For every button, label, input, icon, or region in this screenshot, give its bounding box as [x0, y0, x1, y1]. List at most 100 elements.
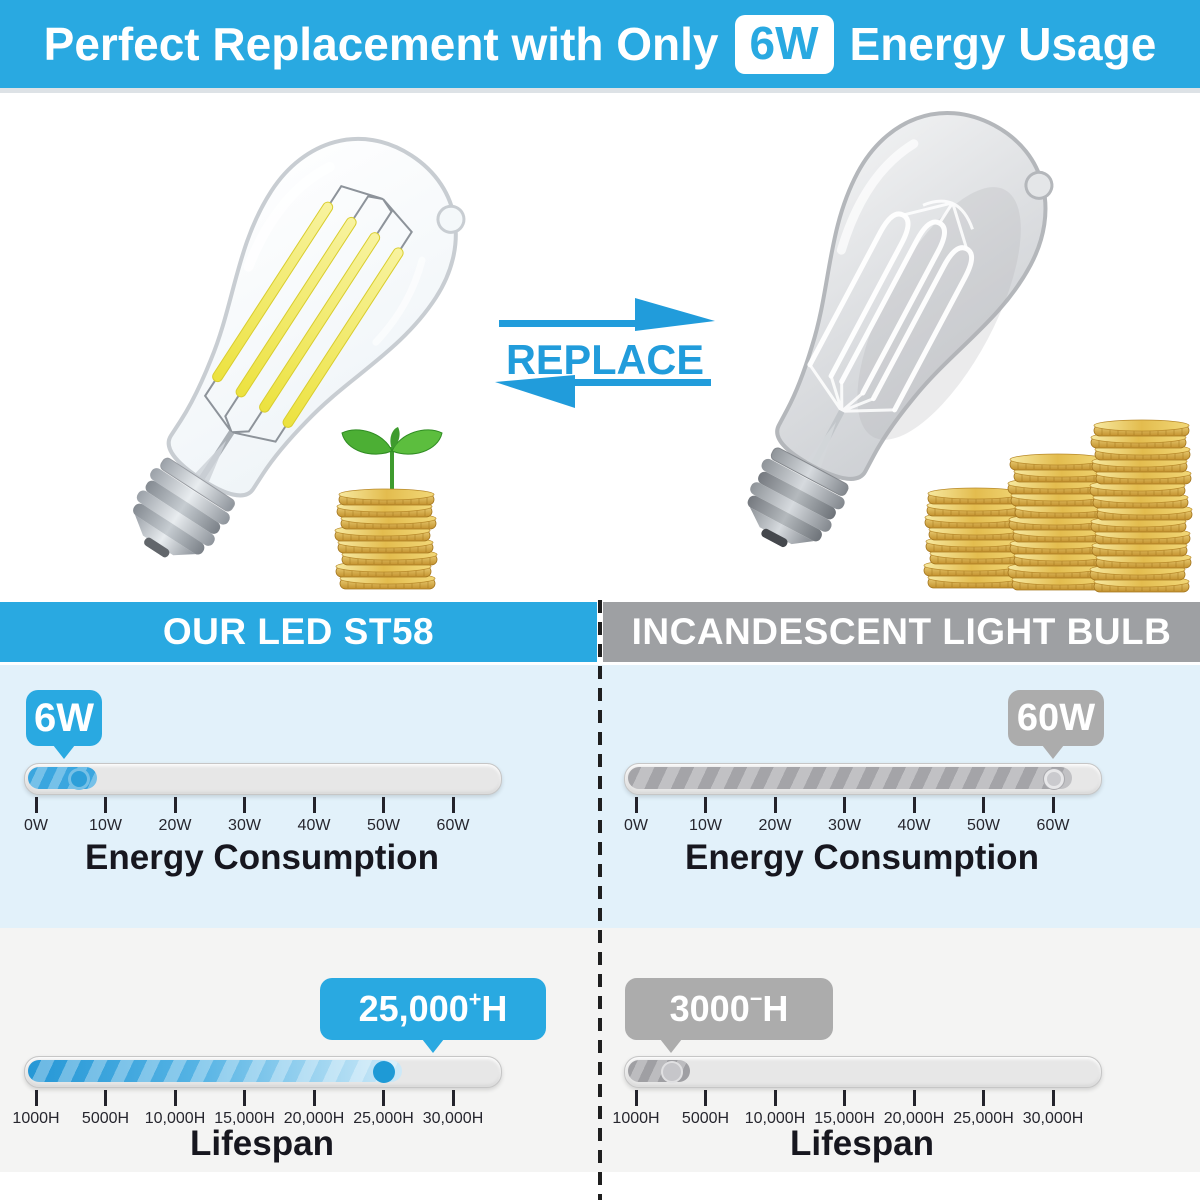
tick-label: 1000H [12, 1110, 60, 1127]
wattage-highlight-badge: 6W [734, 14, 834, 74]
tick-label: 10,000H [744, 1110, 806, 1127]
dashed-divider [598, 600, 602, 1200]
tick-label: 30,000H [422, 1110, 484, 1127]
header-underline [0, 88, 1200, 93]
tick-mark [773, 1090, 777, 1106]
tick-mark [382, 797, 385, 813]
incandescent-energy-axis-label: Energy Consumption [685, 838, 1039, 877]
tick-label: 15,000H [214, 1110, 275, 1127]
tick-mark [173, 1090, 177, 1106]
incandescent-lifespan-badge-value: 3000 [669, 988, 750, 1029]
three-coin-stacks [922, 402, 1194, 602]
coin-stack-tall [1089, 419, 1193, 593]
replace-label: REPLACE [506, 336, 704, 383]
tick-label: 60W [436, 817, 470, 834]
tick-label: 20W [158, 817, 192, 834]
badge-pointer [1042, 745, 1064, 759]
slider-knob [373, 1061, 396, 1083]
tick-label: 50W [367, 817, 400, 834]
incandescent-energy-scale: 0W 10W 20W 30W 40W 50W 60W [600, 797, 1200, 857]
led-energy-axis-label: Energy Consumption [85, 838, 439, 877]
tick-label: 20,000H [883, 1110, 945, 1127]
badge-pointer [422, 1039, 444, 1053]
tick-label: 60W [1036, 817, 1070, 834]
led-lifespan-slider [24, 1056, 502, 1088]
coin-stack [334, 488, 438, 590]
tick-label: 25,000H [353, 1110, 414, 1127]
tick-mark [173, 797, 177, 813]
tick-mark [451, 797, 455, 813]
tick-label: 5000H [681, 1110, 730, 1127]
led-lifespan-badge-value: 25,000 [358, 988, 469, 1029]
incandescent-column: INCANDESCENT LIGHT BULB 60W 0W 10W 20W 30W 4… [600, 600, 1200, 1200]
tick-mark [104, 1090, 107, 1106]
header-banner: Perfect Replacement with Only 6W Energy … [0, 0, 1200, 88]
incandescent-energy-badge-text: 60W [1016, 696, 1096, 739]
tick-label: 5000H [81, 1110, 130, 1127]
replace-arrow-left-icon [495, 375, 711, 408]
led-energy-badge-text: 6W [34, 695, 94, 740]
led-lifespan-badge-unit: H [481, 988, 508, 1029]
tick-label: 15,000H [814, 1110, 875, 1127]
slider-fill [28, 1060, 403, 1082]
led-energy-badge: 6W [26, 690, 102, 759]
tick-mark [34, 1090, 38, 1106]
tick-mark [912, 1090, 916, 1106]
tick-label: 30,000H [1022, 1110, 1084, 1127]
incandescent-bulb-illustration [666, 62, 1103, 598]
tick-label: 25,000H [953, 1110, 1014, 1127]
tick-label: 10W [689, 817, 722, 834]
incandescent-lifespan-scale: 1000H 5000H 10,000H 15,000H 20,000H 25,000H 30… [600, 1090, 1200, 1150]
tick-label: 30W [228, 817, 261, 834]
tick-label: 0W [624, 817, 648, 834]
tick-label: 40W [897, 817, 931, 834]
tick-mark [773, 797, 777, 813]
tick-mark [912, 797, 916, 813]
badge-pointer [53, 745, 75, 759]
tick-mark [451, 1090, 455, 1106]
tick-mark [982, 1090, 985, 1106]
tick-label: 0W [24, 817, 48, 834]
tick-mark [382, 1090, 385, 1106]
sprout-icon [341, 427, 443, 489]
slider-knob [67, 768, 90, 790]
header-text-before: Perfect Replacement with Only [43, 18, 719, 70]
tick-mark [704, 797, 707, 813]
tick-label: 50W [967, 817, 1000, 834]
tick-mark [312, 1090, 316, 1106]
tick-label: 20,000H [283, 1110, 345, 1127]
tick-mark [1051, 797, 1055, 813]
replace-arrow-right-icon [499, 298, 715, 331]
incandescent-panel-title: INCANDESCENT LIGHT BULB [631, 611, 1172, 652]
tick-label: 40W [297, 817, 331, 834]
tick-mark [243, 797, 246, 813]
tick-mark [982, 797, 985, 813]
incandescent-lifespan-slider [624, 1056, 1102, 1088]
led-panel-title: OUR LED ST58 [162, 611, 435, 652]
badge-pointer [660, 1039, 682, 1053]
header-text-after: Energy Usage [849, 18, 1157, 70]
incandescent-panel-title-bar: INCANDESCENT LIGHT BULB [603, 602, 1200, 662]
slider-knob [1043, 768, 1065, 790]
tick-mark [634, 797, 638, 813]
tick-mark [34, 797, 38, 813]
tick-label: 1000H [612, 1110, 660, 1127]
tick-label: 10W [89, 817, 122, 834]
incandescent-lifespan-badge-sup: − [749, 986, 763, 1012]
incandescent-energy-slider [624, 763, 1102, 795]
incandescent-lifespan-badge-unit: H [762, 988, 789, 1029]
incandescent-lifespan-badge: 3000− H [625, 978, 833, 1053]
led-energy-slider [24, 763, 502, 795]
incandescent-lifespan-axis-label: Lifespan [790, 1124, 934, 1163]
tick-mark [843, 1090, 846, 1106]
tick-mark [843, 797, 846, 813]
led-lifespan-scale: 1000H 5000H 10,000H 15,000H 20,000H 25,000H 30… [0, 1090, 600, 1150]
replace-graphic: REPLACE [485, 296, 725, 408]
led-panel-title-bar: OUR LED ST58 [0, 602, 597, 662]
coin-stack-with-sprout [332, 425, 447, 595]
tick-mark [1051, 1090, 1055, 1106]
led-lifespan-badge: 25,000 + H [320, 978, 546, 1053]
tick-mark [634, 1090, 638, 1106]
comparison-section: OUR LED ST58 6W 0W 10W 20W 30W 40W 50W 60W Ene… [0, 600, 1200, 1200]
